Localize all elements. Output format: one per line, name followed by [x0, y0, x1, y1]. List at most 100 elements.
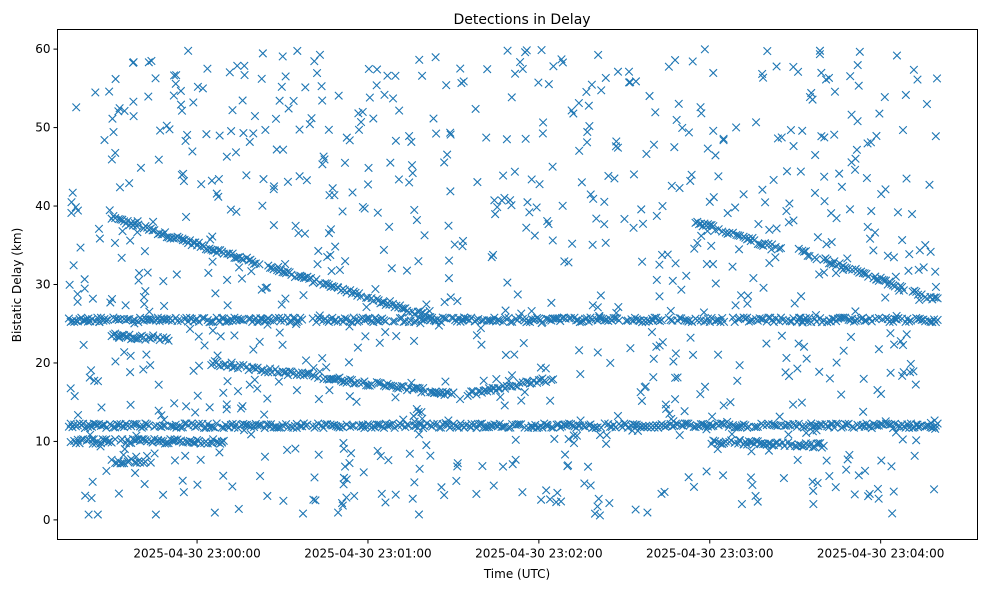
data-point — [73, 297, 82, 306]
data-point — [911, 380, 920, 389]
data-point — [919, 263, 928, 272]
data-point — [116, 314, 125, 324]
data-point — [815, 438, 825, 448]
data-point — [261, 125, 270, 135]
data-point — [397, 304, 406, 313]
data-point — [71, 202, 81, 212]
data-point — [456, 64, 465, 73]
data-point — [592, 214, 601, 223]
x-tick-label: 2025-04-30 23:04:00 — [817, 547, 944, 561]
data-point — [223, 301, 232, 310]
data-point — [444, 256, 454, 265]
data-point — [227, 358, 236, 367]
data-point — [693, 316, 702, 325]
data-point — [718, 419, 727, 428]
data-point — [727, 430, 737, 439]
data-point — [748, 480, 757, 490]
data-point — [877, 456, 886, 465]
data-point — [586, 190, 595, 199]
data-point — [837, 313, 846, 322]
data-point — [888, 423, 898, 433]
data-point — [338, 501, 348, 510]
data-point — [908, 287, 917, 296]
data-point — [700, 382, 710, 391]
data-point — [597, 86, 606, 95]
data-point — [511, 455, 520, 464]
data-point — [194, 238, 204, 247]
data-point — [250, 375, 259, 385]
data-point — [415, 464, 424, 473]
data-point — [859, 374, 868, 383]
data-point — [483, 64, 492, 74]
data-point — [143, 268, 152, 277]
data-point — [347, 421, 357, 430]
data-point — [767, 245, 776, 254]
data-point — [266, 420, 276, 429]
data-point — [881, 293, 890, 302]
data-point — [815, 46, 825, 55]
data-point — [339, 438, 348, 448]
data-point — [802, 428, 811, 438]
data-point — [881, 417, 890, 426]
data-point — [384, 456, 393, 465]
data-point — [189, 366, 198, 376]
data-point — [905, 250, 914, 259]
data-point — [222, 405, 231, 414]
data-point — [345, 392, 355, 401]
data-point — [842, 465, 851, 474]
data-point — [723, 229, 732, 239]
data-point — [892, 51, 902, 60]
data-point — [547, 423, 556, 432]
data-point — [439, 490, 449, 500]
data-point — [503, 46, 512, 55]
data-point — [513, 290, 522, 299]
data-point — [508, 459, 517, 469]
data-point — [129, 97, 138, 106]
data-point — [760, 198, 770, 207]
data-point — [611, 142, 621, 151]
data-point — [325, 190, 334, 200]
data-point — [109, 127, 118, 137]
data-point — [518, 487, 527, 497]
data-point — [782, 206, 791, 216]
data-point — [416, 319, 425, 328]
data-point — [649, 140, 659, 149]
data-point — [404, 131, 414, 141]
data-point — [847, 422, 857, 432]
data-point — [849, 317, 859, 326]
data-point — [381, 317, 390, 326]
data-point — [414, 430, 424, 439]
data-point — [515, 57, 525, 67]
data-point — [159, 276, 168, 286]
data-point — [515, 378, 524, 388]
data-point — [129, 58, 138, 67]
data-point — [564, 434, 573, 444]
data-point — [587, 80, 597, 89]
data-point — [684, 473, 693, 482]
data-point — [670, 55, 680, 65]
data-point — [80, 491, 90, 500]
data-point — [814, 270, 824, 279]
data-point — [721, 437, 730, 446]
data-point — [234, 504, 243, 514]
data-point — [684, 128, 694, 137]
data-point — [696, 389, 705, 399]
data-point — [259, 174, 268, 184]
data-point — [363, 314, 373, 323]
data-point — [582, 87, 591, 97]
data-point — [629, 223, 638, 233]
data-point — [931, 267, 940, 276]
data-point — [798, 126, 807, 135]
data-point — [376, 378, 385, 388]
data-point — [675, 313, 684, 323]
data-point — [310, 57, 319, 66]
data-point — [338, 423, 348, 432]
data-point — [165, 125, 174, 134]
data-point — [886, 329, 895, 338]
data-point — [728, 313, 738, 322]
data-point — [148, 217, 158, 227]
data-point — [813, 478, 822, 488]
data-point — [181, 212, 191, 222]
data-point — [120, 444, 130, 454]
